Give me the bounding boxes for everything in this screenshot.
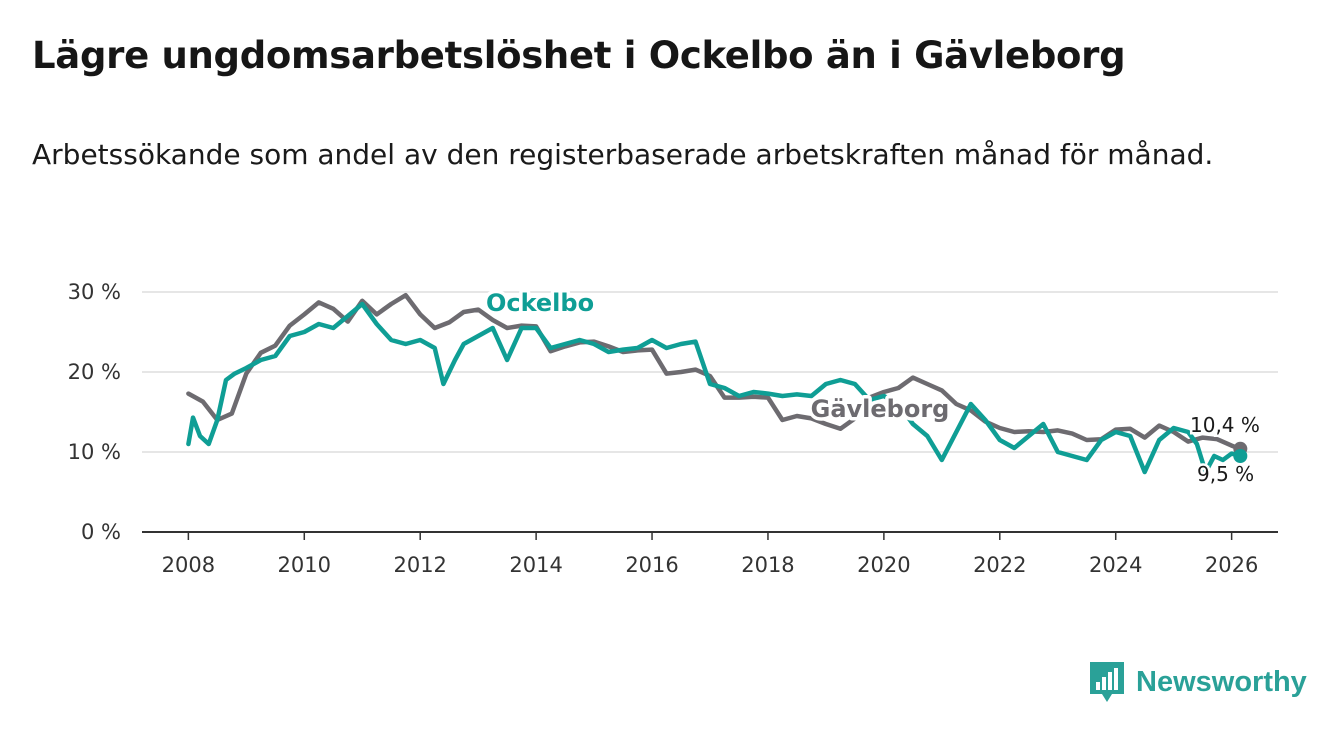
x-tick-label: 2016 — [625, 553, 678, 577]
x-tick-label: 2014 — [509, 553, 562, 577]
newsworthy-brand[interactable]: Newsworthy — [1088, 660, 1307, 704]
chart-subtitle: Arbetssökande som andel av den registerb… — [32, 138, 1214, 171]
chart-title: Lägre ungdomsarbetslöshet i Ockelbo än i… — [32, 34, 1126, 77]
x-tick-label: 2018 — [741, 553, 794, 577]
chart-labels: Gävleborg Ockelbo 10,4 % 9,5 % — [482, 286, 1262, 489]
x-tick-label: 2008 — [162, 553, 215, 577]
series-lines — [186, 292, 1248, 475]
newsworthy-logo-icon — [1090, 662, 1124, 702]
y-tick-label: 20 % — [68, 360, 121, 384]
series-line-ockelbo — [186, 301, 1243, 475]
axes: 0 % 10 % 20 % 30 % 2008 2010 2012 2014 2016 2018 2… — [68, 280, 1278, 577]
x-tick-label: 2010 — [278, 553, 331, 577]
x-tick-label: 2024 — [1089, 553, 1142, 577]
gridlines — [142, 291, 1278, 453]
end-point-ockelbo — [1233, 449, 1248, 463]
x-tick-label: 2022 — [973, 553, 1026, 577]
y-tick-label: 0 % — [81, 520, 121, 544]
series-label-gavleborg: Gävleborg — [811, 395, 950, 423]
end-value-gavleborg: 10,4 % — [1190, 413, 1260, 437]
y-tick-label: 30 % — [68, 280, 121, 304]
x-tick-label: 2020 — [857, 553, 910, 577]
end-value-ockelbo: 9,5 % — [1197, 462, 1254, 486]
x-tick-label: 2012 — [393, 553, 446, 577]
series-label-ockelbo: Ockelbo — [486, 289, 594, 317]
y-tick-label: 10 % — [68, 440, 121, 464]
newsworthy-brand-name: Newsworthy — [1136, 665, 1307, 698]
x-tick-label: 2026 — [1205, 553, 1258, 577]
